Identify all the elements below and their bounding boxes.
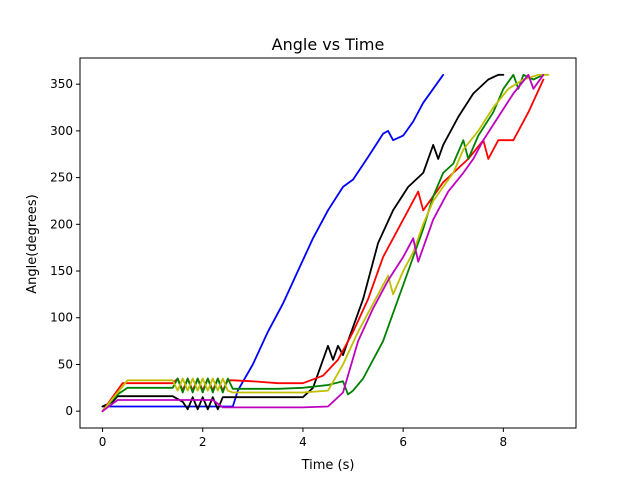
- x-tick-label: 0: [99, 435, 107, 449]
- y-tick-label: 200: [50, 217, 73, 231]
- x-axis-label: Time (s): [301, 458, 355, 473]
- y-axis-label: Angle(degrees): [25, 194, 40, 293]
- y-tick-label: 0: [65, 404, 73, 418]
- y-tick-label: 150: [50, 264, 73, 278]
- x-tick-label: 8: [500, 435, 508, 449]
- y-tick-label: 300: [50, 124, 73, 138]
- y-tick-label: 100: [50, 311, 73, 325]
- chart-title: Angle vs Time: [272, 35, 385, 54]
- series-line-5: [101, 73, 550, 413]
- x-tick-label: 2: [199, 435, 207, 449]
- axes-layer: 0 2 4 6 8 0 50 100 150 200 250 300 350: [50, 57, 577, 449]
- series-line-4: [101, 73, 545, 413]
- x-tick-label: 6: [399, 435, 407, 449]
- y-tick-label: 50: [58, 357, 73, 371]
- series-layer: [101, 73, 550, 413]
- series-line-6: [101, 73, 545, 413]
- series-line-1: [101, 73, 445, 408]
- plot-frame: [79, 57, 577, 429]
- x-tick-label: 4: [299, 435, 307, 449]
- y-tick-label: 250: [50, 171, 73, 185]
- series-line-2: [101, 73, 505, 411]
- y-tick-label: 350: [50, 77, 73, 91]
